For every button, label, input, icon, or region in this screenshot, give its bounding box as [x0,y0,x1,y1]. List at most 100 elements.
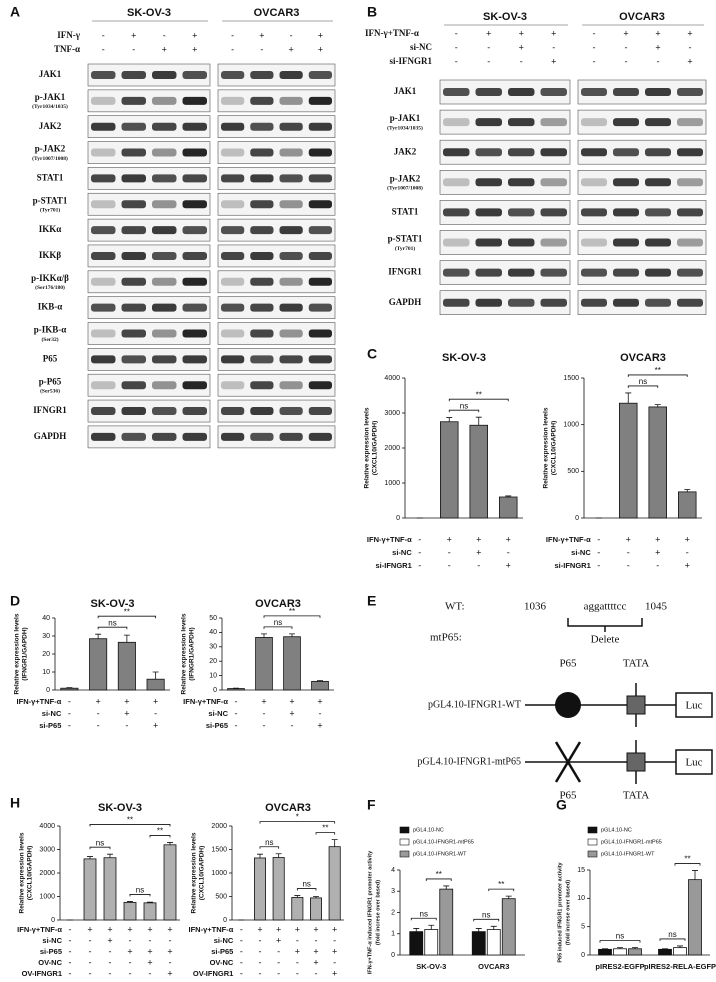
sign: + [317,696,322,706]
y-tick-label: 5 [581,924,585,931]
error-bar [331,839,338,847]
blot-frame [439,230,571,255]
y-tick-label: 0 [223,917,227,924]
blot-band [152,71,177,79]
blot-frame [217,373,336,397]
blot-band [508,118,535,127]
treatment-label: IFN-γ [57,30,80,40]
sign: + [313,924,318,934]
blot-label: P65 [43,353,58,363]
sign: - [319,708,322,718]
blot-band [250,407,274,416]
blot-frame [577,109,707,135]
blot-band [121,96,146,105]
sign: + [317,720,322,730]
blot-band [581,268,607,277]
bar [498,496,518,519]
y-tick-label: 4000 [39,823,55,830]
blot-band [91,251,116,260]
sign: + [655,547,660,557]
bar [163,844,177,921]
sign: + [124,708,129,718]
treatment-label: OV-IFNGR1 [193,969,233,978]
bar [619,402,638,519]
y-tick-label: 2000 [384,445,400,452]
bar [309,897,322,921]
blot-band [250,148,274,157]
sign: - [97,708,100,718]
y-tick-label: 1000 [563,422,579,429]
blot-band [182,226,207,235]
bar [60,687,79,691]
sign: - [132,44,135,54]
blot-band [182,148,207,157]
significance-bracket [448,398,509,402]
y-tick-label: 3 [391,888,395,895]
blot-band [152,277,177,286]
treatment-label: TNF-α [54,44,80,54]
sign: - [240,957,243,967]
blot-frame [87,115,211,138]
box-label: TATA [623,790,649,802]
blot-band [508,178,535,187]
blot-band [645,268,671,277]
legend-label: pGL4.10-IFNGR1-mtP65 [601,839,662,845]
sign: + [127,924,132,934]
blot-band [540,238,567,247]
bar [117,641,136,691]
significance-label: ns [136,886,144,895]
treatment-label: si-P65 [39,721,61,730]
blot-band [91,122,116,131]
blot-band [91,71,116,79]
blot-band [443,148,470,157]
blot-band [279,96,303,105]
bracket [567,618,643,632]
error-bar [167,842,173,845]
error-bar [317,680,323,682]
blot-label: GAPDH [34,431,67,441]
significance-label: ns [265,838,273,847]
significance-bracket [473,918,500,922]
sign: - [240,924,243,934]
sign: - [109,946,112,956]
sign: - [163,30,166,40]
blot-band [677,148,703,157]
sign: - [593,42,596,52]
significance-bracket [659,938,686,941]
treatment-label: IFN-γ+TNF-α [189,925,234,934]
bar [613,948,627,956]
sign: + [276,935,281,945]
blot-band [121,432,146,441]
legend-label: pGL4.10-NC [601,827,632,833]
cell-line: SK-OV-3 [127,7,171,19]
sign: - [296,968,299,978]
legend-label: pGL4.10-IFNGR1-WT [413,851,467,857]
blot-site: (Tyr1007/1008) [32,155,68,162]
blot-band [182,96,207,105]
sign: - [97,720,100,730]
sign: + [623,28,628,38]
sign: + [192,30,197,40]
sign: - [68,708,71,718]
panel-label: H [10,795,20,811]
sign: + [289,696,294,706]
error-bar [602,948,608,950]
x-tick-label: pIRES2-EGFP [595,962,644,971]
blot-band [250,71,274,79]
blot-band [91,226,116,235]
y-tick-label: 0 [581,952,585,959]
treatment-label: IFN-γ+TNF-α [183,697,228,706]
blot-band [443,88,470,96]
sign: - [277,957,280,967]
bar [328,846,341,921]
sign: - [263,720,266,730]
y-axis-label: (IFNGR1/GAPDH) [22,627,29,680]
blot-band [221,71,245,79]
sign: + [147,946,152,956]
error-bar [127,901,133,903]
blot-frame [217,89,336,113]
sign: + [87,924,92,934]
bar [673,947,687,956]
blot-band [279,432,303,441]
